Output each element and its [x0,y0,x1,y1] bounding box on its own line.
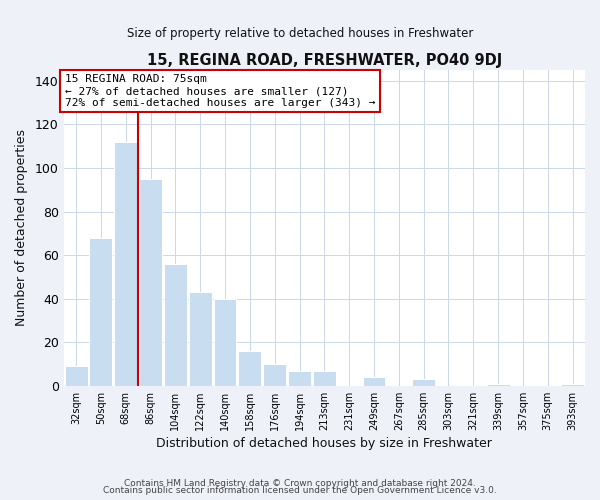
Bar [115,142,137,386]
Text: Size of property relative to detached houses in Freshwater: Size of property relative to detached ho… [127,28,473,40]
Bar [214,298,236,386]
Y-axis label: Number of detached properties: Number of detached properties [15,130,28,326]
Bar [238,351,261,386]
Bar [313,370,336,386]
Text: 15 REGINA ROAD: 75sqm
← 27% of detached houses are smaller (127)
72% of semi-det: 15 REGINA ROAD: 75sqm ← 27% of detached … [65,74,376,108]
Bar [362,377,385,386]
Bar [189,292,212,386]
X-axis label: Distribution of detached houses by size in Freshwater: Distribution of detached houses by size … [157,437,492,450]
Bar [164,264,187,386]
Bar [139,179,162,386]
Bar [561,384,584,386]
Bar [65,366,88,386]
Title: 15, REGINA ROAD, FRESHWATER, PO40 9DJ: 15, REGINA ROAD, FRESHWATER, PO40 9DJ [147,52,502,68]
Text: Contains HM Land Registry data © Crown copyright and database right 2024.: Contains HM Land Registry data © Crown c… [124,478,476,488]
Bar [412,380,435,386]
Text: Contains public sector information licensed under the Open Government Licence v3: Contains public sector information licen… [103,486,497,495]
Bar [288,370,311,386]
Bar [89,238,112,386]
Bar [487,384,509,386]
Bar [263,364,286,386]
